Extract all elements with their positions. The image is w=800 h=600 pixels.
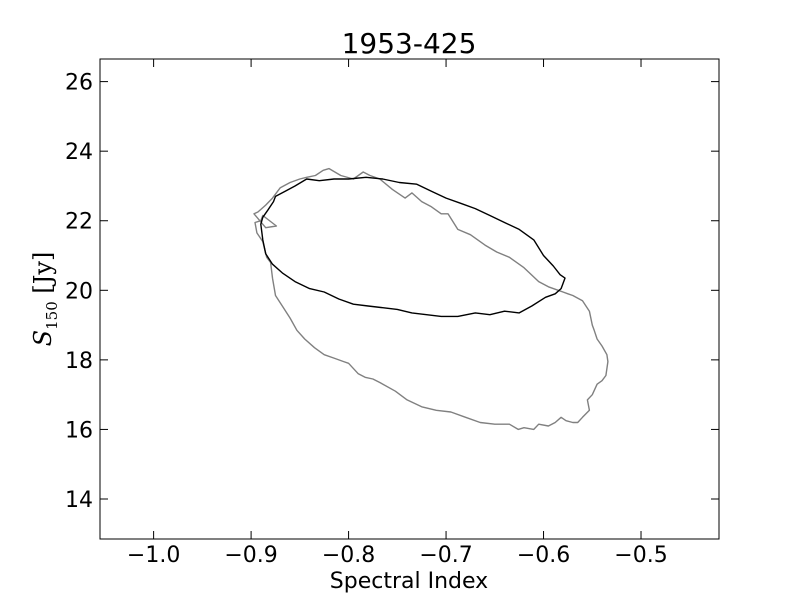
y-tick-label: 26: [65, 71, 93, 96]
y-tick-label: 20: [65, 279, 93, 304]
x-tick-label: −0.8: [322, 543, 375, 568]
x-tick-label: −0.5: [614, 543, 667, 568]
y-tick-label: 24: [65, 140, 93, 165]
series-layer: [253, 167, 609, 431]
ticks-layer: −1.0 −0.9 −0.8 −0.7 −0.6 −0.5 14 16 18 20 22 24 26: [65, 59, 719, 568]
y-tick-label: 22: [65, 210, 93, 235]
y-tick-label: 14: [65, 488, 93, 513]
chart-title: 1953-425: [342, 27, 477, 60]
y-axis-label-symbol: S: [29, 330, 57, 346]
x-tick-label: −0.6: [517, 543, 570, 568]
x-axis-label: Spectral Index: [330, 569, 488, 594]
x-tick-label: −0.9: [224, 543, 277, 568]
contour-line-2: [260, 176, 566, 318]
y-axis-label-unit: [Jy]: [29, 252, 57, 302]
axes-frame: [99, 58, 720, 540]
x-tick-label: −0.7: [419, 543, 472, 568]
y-tick-label: 18: [65, 349, 93, 374]
x-tick-label: −1.0: [127, 543, 180, 568]
contour-line-1: [253, 167, 609, 431]
y-tick-label: 16: [65, 418, 93, 443]
y-axis-label: S150 [Jy]: [29, 252, 61, 347]
y-axis-label-subscript: 150: [43, 301, 61, 330]
